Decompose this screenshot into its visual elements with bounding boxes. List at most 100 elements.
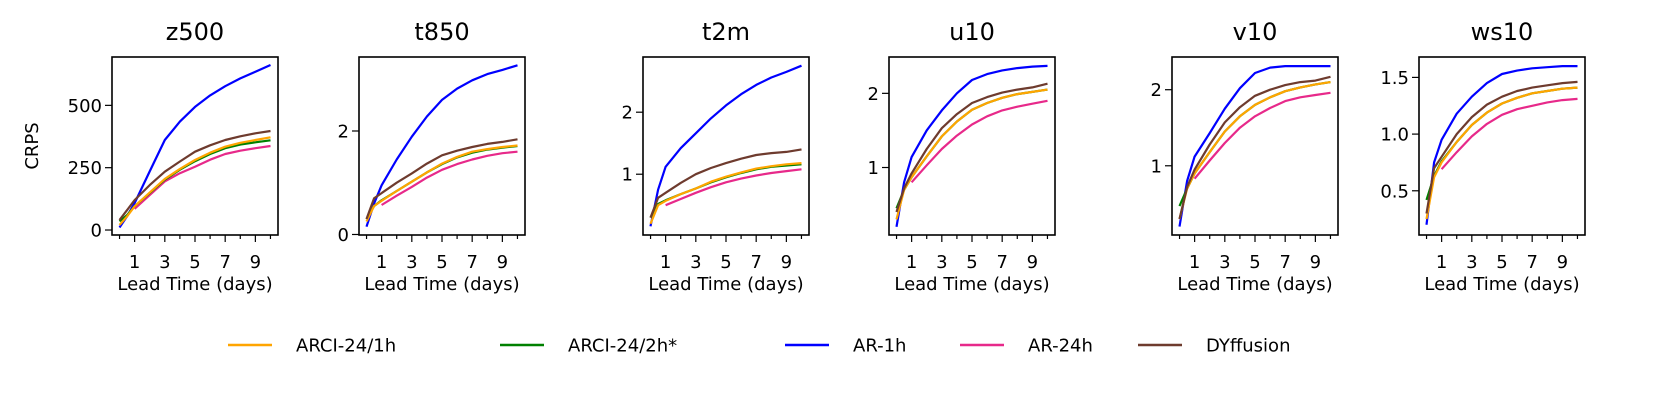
panel-title: u10: [949, 18, 995, 46]
x-tick-label: 5: [720, 252, 731, 273]
y-tick-label: 2: [1151, 80, 1162, 101]
panel-title: ws10: [1471, 18, 1534, 46]
x-tick-label: 7: [219, 252, 230, 273]
x-axis-label: Lead Time (days): [1424, 274, 1579, 295]
y-tick-label: 1: [868, 158, 879, 179]
x-tick-label: 3: [936, 252, 947, 273]
series-line-ar-24h: [1440, 97, 1578, 170]
series-line-ar-1h: [895, 64, 1048, 227]
y-tick-label: 500: [68, 96, 102, 117]
x-tick-label: 5: [1496, 252, 1507, 273]
x-tick-label: 5: [189, 252, 200, 273]
series-line-ar-24h: [665, 168, 802, 207]
y-tick-label: 2: [868, 84, 879, 105]
x-tick-label: 7: [1279, 252, 1290, 273]
series-line-arci-24-1h: [1425, 86, 1578, 220]
x-axis-label: Lead Time (days): [364, 274, 519, 295]
x-tick-label: 3: [406, 252, 417, 273]
axes-frame: [1171, 56, 1339, 236]
legend-label: AR-1h: [853, 336, 906, 357]
x-axis-label: Lead Time (days): [648, 274, 803, 295]
x-tick-label: 1: [376, 252, 387, 273]
axes-frame: [642, 56, 810, 236]
y-tick-label: 1: [622, 165, 633, 186]
x-axis-label: Lead Time (days): [1177, 274, 1332, 295]
series-line-ar-24h: [133, 144, 271, 210]
x-tick-label: 3: [1466, 252, 1477, 273]
axes-frame: [888, 56, 1056, 236]
axes-frame: [358, 56, 526, 236]
series-line-arci-24-1h: [365, 144, 518, 222]
panel-title: z500: [166, 18, 224, 46]
y-tick-label: 1.0: [1380, 125, 1409, 146]
legend-item: ARCI-24/2h*: [500, 336, 677, 357]
series-line-ar-1h: [118, 63, 271, 229]
x-tick-label: 9: [1310, 252, 1321, 273]
legend-item: AR-1h: [785, 336, 906, 357]
x-tick-label: 9: [781, 252, 792, 273]
series-line-arci-24-1h: [895, 88, 1048, 220]
y-tick-label: 1.5: [1380, 68, 1409, 89]
x-tick-label: 7: [996, 252, 1007, 273]
series-line-dyffusion: [118, 129, 271, 221]
panel-title: v10: [1233, 18, 1278, 46]
x-tick-label: 3: [159, 252, 170, 273]
y-tick-label: 1: [1151, 156, 1162, 177]
x-tick-label: 5: [436, 252, 447, 273]
x-tick-label: 1: [906, 252, 917, 273]
y-tick-label: 0: [338, 225, 349, 246]
y-tick-label: 250: [68, 158, 102, 179]
legend-item: ARCI-24/1h: [228, 336, 396, 357]
axes-frame: [111, 56, 279, 236]
x-tick-label: 7: [1526, 252, 1537, 273]
series-line-ar-1h: [649, 64, 802, 227]
legend: ARCI-24/1h ARCI-24/2h* AR-1h AR-24h DYffusio…: [228, 336, 1290, 357]
panel-title: t2m: [702, 18, 750, 46]
series-line-ar-1h: [1178, 65, 1331, 227]
legend-label: ARCI-24/2h*: [568, 336, 677, 357]
y-tick-label: 2: [622, 103, 633, 124]
series-line-ar-24h: [381, 150, 518, 206]
series-line-ar-24h: [910, 99, 1048, 184]
legend-label: ARCI-24/1h: [296, 336, 396, 357]
x-tick-label: 5: [966, 252, 977, 273]
x-tick-label: 9: [1557, 252, 1568, 273]
series-line-arci-24-1h: [649, 162, 802, 225]
series-line-ar-24h: [1193, 91, 1331, 180]
series-line-arci-24-2h-: [365, 144, 518, 220]
series-line-dyffusion: [1425, 80, 1578, 214]
series-line-ar-1h: [1425, 65, 1578, 225]
x-tick-label: 9: [497, 252, 508, 273]
x-tick-label: 7: [750, 252, 761, 273]
x-tick-label: 1: [129, 252, 140, 273]
legend-label: AR-24h: [1028, 336, 1093, 357]
x-tick-label: 3: [690, 252, 701, 273]
x-tick-label: 5: [1249, 252, 1260, 273]
x-axis-label: Lead Time (days): [894, 274, 1049, 295]
series-line-arci-24-1h: [118, 136, 271, 226]
x-tick-label: 1: [1189, 252, 1200, 273]
series-line-arci-24-1h: [1178, 81, 1331, 220]
y-tick-label: 0.5: [1380, 181, 1409, 202]
x-tick-label: 1: [660, 252, 671, 273]
series-line-dyffusion: [365, 138, 518, 220]
panel-title: t850: [414, 18, 469, 46]
x-tick-label: 9: [250, 252, 261, 273]
x-tick-label: 1: [1436, 252, 1447, 273]
x-axis-label: Lead Time (days): [117, 274, 272, 295]
y-tick-label: 2: [338, 121, 349, 142]
x-tick-label: 9: [1027, 252, 1038, 273]
series-line-dyffusion: [895, 82, 1048, 213]
series-line-arci-24-2h-: [895, 88, 1048, 209]
y-axis-label: CRPS: [22, 122, 43, 169]
legend-label: DYffusion: [1206, 336, 1290, 357]
series-line-dyffusion: [649, 148, 802, 218]
